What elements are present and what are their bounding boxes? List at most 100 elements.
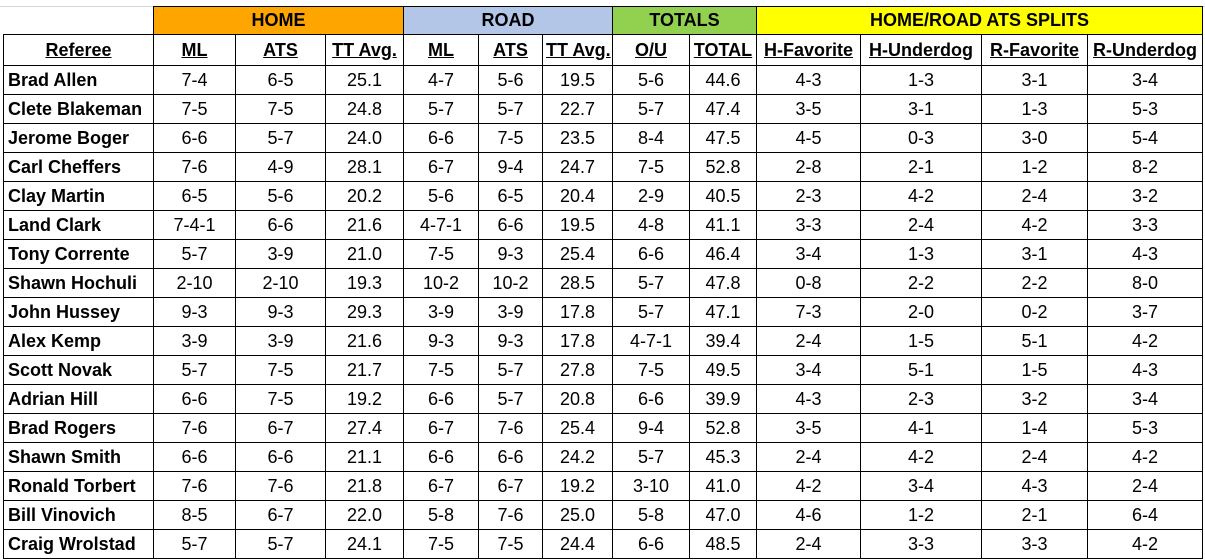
table-row: Jerome Boger 6-6 5-7 24.0 6-6 7-5 23.5 8-4 47.5 4… [3,123,1204,153]
cell-home-ats: 5-6 [235,181,326,211]
cell-home-tt-avg: 21.8 [324,471,405,501]
cell-ou: 5-8 [612,500,691,530]
referee-name-cell: Brad Rogers [3,413,154,443]
cell-road-ats: 5-7 [478,384,544,414]
cell-ou: 6-6 [612,529,691,559]
cell-r-underdog: 4-2 [1087,529,1204,559]
cell-ou: 7-5 [612,152,691,182]
referee-name-cell: Shawn Smith [3,442,154,472]
table-row: Scott Novak 5-7 7-5 21.7 7-5 5-7 27.8 7-5 49.5 3-… [3,355,1204,385]
referee-name-cell: Clete Blakeman [3,94,154,124]
cell-road-ml: 3-9 [403,297,480,327]
cell-r-underdog: 5-4 [1087,123,1204,153]
cell-home-ml: 7-6 [153,152,236,182]
cell-total: 44.6 [689,65,758,95]
cell-h-favorite: 3-4 [756,355,862,385]
cell-r-favorite: 1-2 [981,152,1089,182]
cell-home-ml: 9-3 [153,297,236,327]
column-header-h-favorite: H-Favorite [756,34,862,66]
cell-road-ats: 10-2 [478,268,544,298]
referee-name-cell: Clay Martin [3,181,154,211]
cell-home-ats: 3-9 [235,239,326,269]
cell-h-underdog: 2-1 [860,152,983,182]
cell-h-favorite: 0-8 [756,268,862,298]
cell-h-favorite: 3-5 [756,413,862,443]
cell-h-underdog: 2-4 [860,210,983,240]
cell-total: 45.3 [689,442,758,472]
cell-road-ats: 7-5 [478,123,544,153]
cell-r-underdog: 5-3 [1087,94,1204,124]
table-row: Ronald Torbert 7-6 7-6 21.8 6-7 6-7 19.2 3-10 41… [3,471,1204,501]
table-row: Land Clark 7-4-1 6-6 21.6 4-7-1 6-6 19.5 4-8 41.… [3,210,1204,240]
cell-h-underdog: 3-1 [860,94,983,124]
cell-h-favorite: 7-3 [756,297,862,327]
cell-h-underdog: 2-3 [860,384,983,414]
cell-home-tt-avg: 24.1 [324,529,405,559]
referee-name-cell: Jerome Boger [3,123,154,153]
table-row: Brad Allen 7-4 6-5 25.1 4-7 5-6 19.5 5-6 44.6 4-3… [3,65,1204,95]
cell-home-ats: 6-5 [235,65,326,95]
cell-home-ats: 7-6 [235,471,326,501]
cell-ou: 4-7-1 [612,326,691,356]
cell-h-underdog: 3-3 [860,529,983,559]
cell-r-underdog: 3-7 [1087,297,1204,327]
cell-home-ml: 7-5 [153,94,236,124]
cell-r-favorite: 2-2 [981,268,1089,298]
cell-road-tt-avg: 25.4 [542,239,614,269]
referee-name-cell: Bill Vinovich [3,500,154,530]
cell-home-ats: 5-7 [235,123,326,153]
referee-stats-table: HOME ROAD TOTALS HOME/ROAD ATS SPLITS Re… [3,6,1204,559]
cell-r-favorite: 2-4 [981,181,1089,211]
cell-road-tt-avg: 20.8 [542,384,614,414]
cell-r-favorite: 3-1 [981,65,1089,95]
cell-home-ml: 7-4-1 [153,210,236,240]
cell-ou: 5-7 [612,297,691,327]
cell-home-ats: 9-3 [235,297,326,327]
table-row: Brad Rogers 7-6 6-7 27.4 6-7 7-6 25.4 9-4 52.8 3-… [3,413,1204,443]
cell-road-tt-avg: 28.5 [542,268,614,298]
cell-home-ml: 5-7 [153,239,236,269]
cell-h-underdog: 1-5 [860,326,983,356]
cell-ou: 5-7 [612,442,691,472]
cell-h-favorite: 2-4 [756,442,862,472]
cell-road-tt-avg: 25.0 [542,500,614,530]
cell-h-underdog: 4-2 [860,181,983,211]
cell-r-underdog: 3-4 [1087,384,1204,414]
cell-r-underdog: 4-3 [1087,355,1204,385]
cell-r-favorite: 1-4 [981,413,1089,443]
cell-ou: 5-7 [612,94,691,124]
cell-r-underdog: 3-4 [1087,65,1204,95]
group-header-home: HOME [152,6,405,35]
cell-home-ml: 6-6 [153,442,236,472]
cell-total: 41.1 [689,210,758,240]
cell-road-ml: 10-2 [403,268,480,298]
cell-road-ats: 9-3 [478,326,544,356]
group-header-totals: TOTALS [612,6,758,35]
cell-r-favorite: 3-2 [981,384,1089,414]
cell-road-tt-avg: 19.5 [542,65,614,95]
cell-home-ats: 7-5 [235,94,326,124]
cell-home-ats: 6-6 [235,442,326,472]
cell-home-tt-avg: 22.0 [324,500,405,530]
cell-h-underdog: 2-0 [860,297,983,327]
cell-r-underdog: 5-3 [1087,413,1204,443]
cell-road-ml: 6-7 [403,152,480,182]
cell-home-ats: 6-7 [235,413,326,443]
cell-home-tt-avg: 25.1 [324,65,405,95]
cell-home-tt-avg: 19.3 [324,268,405,298]
cell-total: 49.5 [689,355,758,385]
cell-h-favorite: 2-4 [756,529,862,559]
cell-total: 47.8 [689,268,758,298]
column-header-row: Referee ML ATS TT Avg. ML ATS TT Avg. O/U TOTAL H… [3,34,1204,66]
referee-name-cell: Land Clark [3,210,154,240]
cell-road-tt-avg: 24.4 [542,529,614,559]
cell-road-ml: 7-5 [403,355,480,385]
cell-home-ml: 7-6 [153,471,236,501]
cell-h-underdog: 3-4 [860,471,983,501]
referee-name-cell: John Hussey [3,297,154,327]
column-header-home-ml: ML [153,34,236,66]
cell-r-favorite: 3-0 [981,123,1089,153]
cell-h-favorite: 4-6 [756,500,862,530]
cell-road-tt-avg: 20.4 [542,181,614,211]
